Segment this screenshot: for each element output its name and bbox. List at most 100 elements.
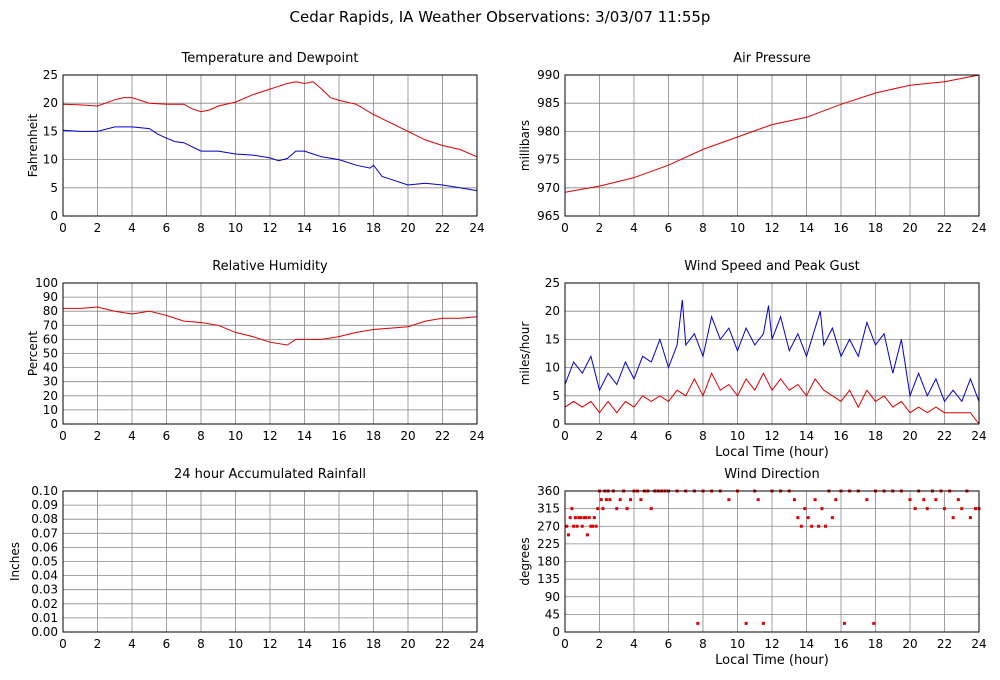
winddir-point: [565, 524, 569, 528]
rain-ytick-label: 0.05: [31, 555, 58, 569]
winddir-point: [925, 507, 929, 511]
temp-title: Temperature and Dewpoint: [181, 51, 359, 66]
temp-xtick-label: 2: [94, 221, 102, 235]
winddir-point: [834, 498, 838, 502]
wind-xtick-label: 2: [596, 429, 604, 443]
rh-xtick-label: 2: [94, 429, 102, 443]
winddir-ytick-label: 0: [552, 625, 560, 639]
winddir-ytick-label: 45: [545, 607, 560, 621]
pressure-xtick-label: 24: [971, 221, 986, 235]
winddir-point: [618, 498, 622, 502]
rh-xtick-label: 20: [400, 429, 415, 443]
rain-xtick-label: 4: [128, 637, 136, 651]
temp-xtick-label: 8: [197, 221, 205, 235]
temp-xtick-label: 14: [297, 221, 312, 235]
wind-xtick-label: 10: [730, 429, 745, 443]
pressure-ytick-label: 975: [537, 153, 560, 167]
wind-xtick-label: 12: [764, 429, 779, 443]
rain-xtick-label: 6: [163, 637, 171, 651]
winddir-ytick-label: 315: [537, 502, 560, 516]
wind-xtick-label: 14: [799, 429, 814, 443]
pressure-ytick-label: 970: [537, 181, 560, 195]
wind-xtick-label: 22: [937, 429, 952, 443]
winddir-xtick-label: 14: [799, 637, 814, 651]
winddir-point: [696, 621, 700, 625]
winddir-ytick-label: 90: [545, 590, 560, 604]
rh-series-line: [63, 306, 478, 346]
wind-ytick-label: 0: [552, 417, 560, 431]
page-title: Cedar Rapids, IA Weather Observations: 3…: [289, 8, 711, 26]
rain-ytick-label: 0.02: [31, 597, 58, 611]
winddir-title: Wind Direction: [724, 467, 820, 482]
winddir-plot-frame: [564, 490, 980, 633]
temp-xtick-label: 18: [366, 221, 381, 235]
rain-xtick-label: 2: [94, 637, 102, 651]
pressure-xtick-label: 10: [730, 221, 745, 235]
wind-ytick-label: 20: [545, 304, 560, 318]
winddir-point: [960, 507, 964, 511]
wind-xtick-label: 0: [561, 429, 569, 443]
winddir-point: [592, 516, 596, 520]
winddir-point: [625, 507, 629, 511]
pressure-xtick-label: 18: [868, 221, 883, 235]
winddir-point: [570, 507, 574, 511]
winddir-point: [817, 524, 821, 528]
rain-plot-frame: [62, 490, 478, 633]
rain-ytick-label: 0.10: [31, 484, 58, 498]
temp-ytick-label: 20: [43, 96, 58, 110]
rh-xtick-label: 8: [197, 429, 205, 443]
winddir-point: [813, 498, 817, 502]
winddir-point: [806, 516, 810, 520]
winddir-point: [591, 524, 595, 528]
rh-xtick-label: 4: [128, 429, 136, 443]
winddir-point: [568, 516, 572, 520]
winddir-point: [573, 516, 577, 520]
pressure-ylabel: millibars: [518, 120, 532, 171]
winddir-point: [639, 498, 643, 502]
winddir-point: [580, 524, 584, 528]
temp-xtick-label: 12: [262, 221, 277, 235]
pressure-xtick-label: 20: [902, 221, 917, 235]
temp-xtick-label: 10: [228, 221, 243, 235]
temp-ytick-label: 10: [43, 153, 58, 167]
pressure-plot-frame: [564, 74, 980, 217]
winddir-point: [803, 507, 807, 511]
rain-ytick-label: 0.07: [31, 526, 58, 540]
rh-xtick-label: 0: [59, 429, 67, 443]
winddir-point: [601, 507, 605, 511]
pressure-xtick-label: 6: [665, 221, 673, 235]
winddir-xtick-label: 22: [937, 637, 952, 651]
rh-ytick-label: 100: [35, 276, 58, 290]
winddir-ytick-label: 180: [537, 555, 560, 569]
pressure-ytick-label: 985: [537, 96, 560, 110]
rain-ytick-label: 0.06: [31, 540, 58, 554]
rain-ytick-label: 0.08: [31, 512, 58, 526]
winddir-point: [589, 524, 593, 528]
winddir-xtick-label: 12: [764, 637, 779, 651]
wind-xtick-label: 24: [971, 429, 986, 443]
wind-title: Wind Speed and Peak Gust: [684, 259, 859, 274]
wind-plot-frame: [564, 282, 980, 425]
rh-ytick-label: 50: [43, 347, 58, 361]
winddir-point: [799, 524, 803, 528]
winddir-point: [585, 533, 589, 537]
winddir-point: [943, 507, 946, 511]
rain-ytick-label: 0.01: [31, 611, 58, 625]
rh-ytick-label: 70: [43, 318, 58, 332]
rh-ytick-label: 10: [43, 403, 58, 417]
temp-ytick-label: 5: [50, 181, 58, 195]
winddir-point: [951, 516, 955, 520]
rh-xtick-label: 16: [331, 429, 346, 443]
rain-xtick-label: 16: [331, 637, 346, 651]
winddir-xtick-label: 6: [665, 637, 673, 651]
winddir-xtick-label: 0: [561, 637, 569, 651]
rh-xtick-label: 18: [366, 429, 381, 443]
winddir-ytick-label: 270: [537, 519, 560, 533]
rh-ylabel: Percent: [26, 331, 40, 376]
rain-xtick-label: 20: [400, 637, 415, 651]
rain-xtick-label: 22: [435, 637, 450, 651]
